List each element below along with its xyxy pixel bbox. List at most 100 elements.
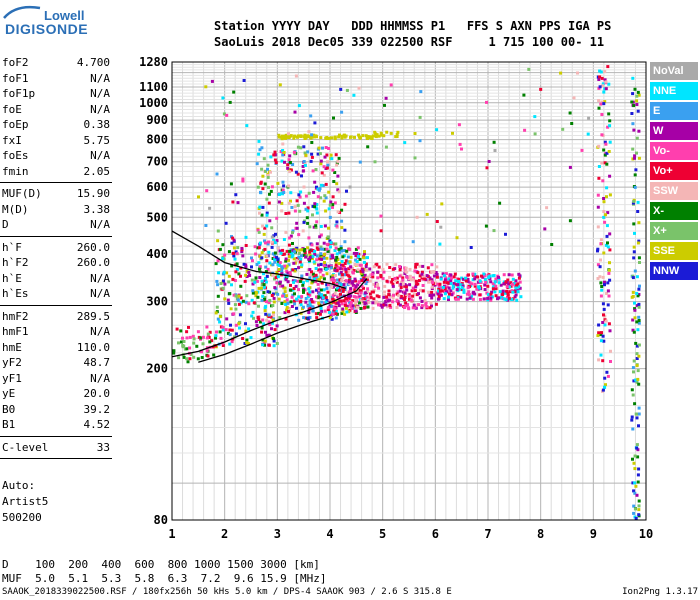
echo-point — [484, 224, 488, 228]
echo-point — [504, 232, 507, 236]
echo-point — [262, 283, 266, 287]
echo-point — [330, 157, 334, 161]
echo-point — [634, 378, 638, 382]
echo-point — [311, 309, 315, 313]
echo-point — [599, 333, 603, 337]
echo-point — [484, 280, 488, 284]
echo-point — [214, 311, 218, 315]
echo-point — [440, 289, 444, 293]
echo-point — [277, 297, 281, 301]
echo-point — [473, 282, 477, 286]
echo-point — [280, 209, 284, 213]
echo-point — [300, 248, 304, 252]
echo-point — [325, 256, 329, 260]
echo-point — [633, 454, 637, 458]
echo-point — [326, 160, 329, 164]
echo-point — [334, 242, 338, 246]
echo-point — [424, 302, 428, 306]
echo-point — [394, 263, 398, 267]
echo-point — [242, 262, 246, 266]
echo-point — [312, 300, 316, 304]
echo-point — [306, 206, 310, 210]
param-row: h`F 260.0 — [0, 240, 112, 256]
echo-point — [313, 180, 317, 184]
echo-point — [320, 293, 324, 297]
echo-point — [572, 96, 576, 100]
echo-point — [405, 288, 409, 292]
echo-point — [437, 287, 441, 291]
echo-point — [318, 187, 322, 190]
echo-point — [288, 154, 292, 158]
echo-point — [315, 275, 319, 279]
echo-point — [317, 311, 321, 315]
echo-point — [331, 294, 335, 298]
echo-point — [388, 303, 392, 307]
echo-point — [272, 313, 275, 317]
echo-point — [517, 276, 521, 280]
echo-point — [308, 302, 312, 306]
echo-point — [288, 170, 292, 174]
x-tick-labels: 1 2 3 4 5 6 7 8 9 10 — [168, 527, 653, 541]
echo-point — [289, 199, 292, 203]
param-row: h`F2 260.0 — [0, 255, 112, 271]
echo-point — [317, 146, 321, 150]
echo-point — [598, 275, 602, 279]
echo-point — [478, 279, 482, 283]
echo-point — [355, 252, 359, 255]
echo-point — [335, 182, 339, 186]
echo-point — [271, 257, 275, 260]
echo-point — [329, 153, 333, 157]
legend-item-nne: NNE — [650, 82, 698, 100]
echo-point — [408, 283, 412, 287]
echo-point — [568, 111, 572, 115]
echo-point — [492, 140, 496, 144]
echo-point — [285, 249, 289, 253]
echo-point — [333, 307, 337, 311]
echo-point — [633, 87, 637, 91]
x-tick-label: 6 — [432, 527, 439, 541]
echo-point — [358, 301, 361, 305]
echo-point — [325, 272, 329, 276]
echo-point — [406, 306, 410, 310]
echo-point — [385, 279, 389, 283]
echo-point — [272, 337, 275, 341]
echo-point — [381, 267, 385, 271]
echo-point — [359, 291, 363, 295]
echo-point — [291, 163, 295, 166]
echo-point — [468, 296, 472, 300]
station-header: Station YYYY DAY DDD HHMMSS P1 FFS S AXN… — [214, 18, 611, 50]
echo-point — [478, 286, 481, 290]
echo-point — [309, 114, 313, 118]
echo-point — [603, 140, 607, 144]
echo-point — [177, 356, 181, 360]
echo-point — [298, 260, 302, 264]
legend-item-x-: X+ — [650, 222, 698, 240]
echo-point — [439, 286, 443, 290]
echo-point — [511, 290, 515, 294]
echo-point — [398, 274, 402, 278]
echo-point — [451, 284, 455, 288]
echo-point — [247, 302, 251, 306]
echo-point — [304, 135, 308, 139]
echo-point — [427, 290, 431, 294]
echo-point — [325, 299, 329, 302]
echo-point — [331, 312, 335, 316]
echo-point — [280, 302, 284, 305]
echo-point — [282, 292, 286, 296]
echo-point — [602, 313, 605, 317]
echo-point — [297, 266, 301, 270]
echo-point — [466, 278, 470, 281]
param-label: foF2 — [2, 56, 29, 69]
echo-point — [317, 188, 321, 192]
echo-point — [269, 155, 273, 159]
echo-point — [261, 224, 265, 228]
echo-point — [379, 214, 383, 218]
echo-point — [348, 303, 352, 307]
echo-point — [280, 159, 284, 163]
echo-point — [401, 282, 405, 286]
echo-point — [492, 274, 496, 277]
echo-point — [233, 279, 237, 282]
echo-point — [434, 302, 438, 306]
echo-point — [345, 189, 348, 193]
echo-point — [399, 286, 403, 289]
